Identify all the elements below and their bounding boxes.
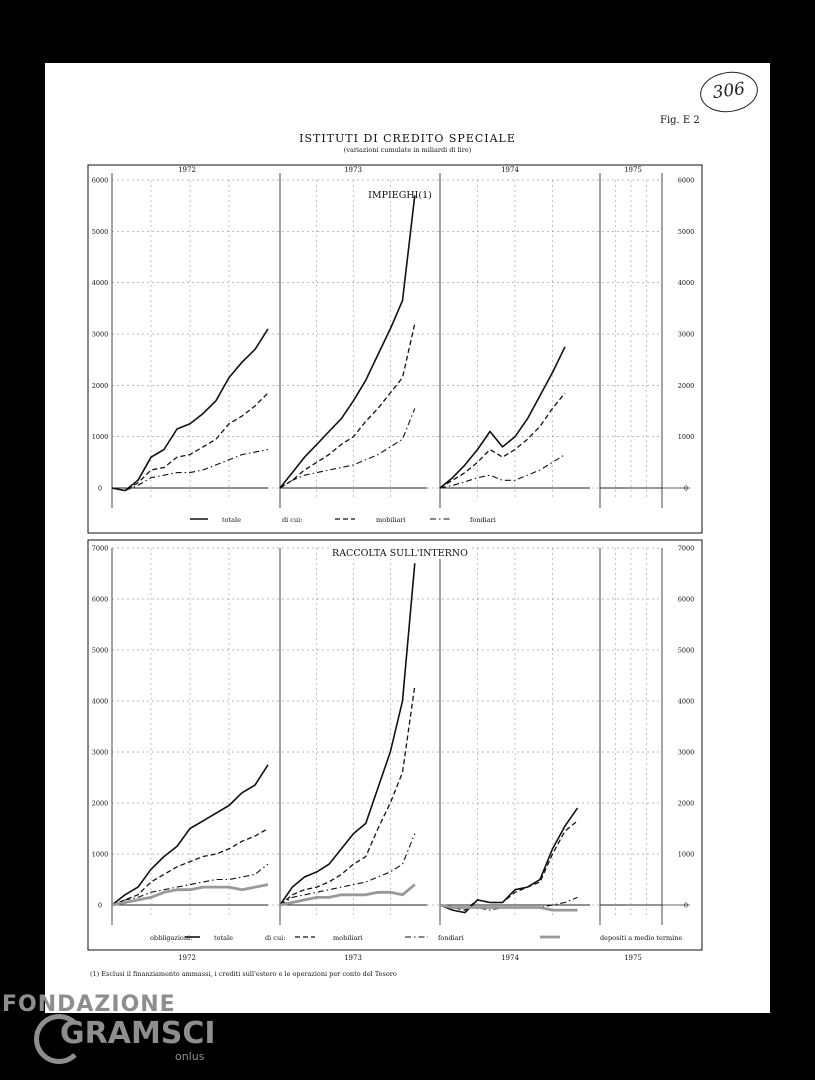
panel-title-bg — [328, 546, 472, 559]
y-tick-right: 4000 — [678, 279, 695, 287]
y-tick-right: 0 — [684, 902, 688, 910]
y-tick-right: 7000 — [678, 545, 695, 553]
y-tick-right: 2000 — [678, 382, 695, 390]
y-tick-right: 6000 — [678, 177, 695, 185]
legend-label: depositi a medio termine — [600, 934, 682, 942]
series-line-mobiliari-1972 — [111, 827, 269, 906]
y-tick-right: 4000 — [678, 698, 695, 706]
panel-frame-raccolta — [87, 539, 703, 951]
series-line-totale-1973 — [279, 563, 416, 906]
series-line-mobiliari-1974 — [439, 820, 578, 911]
y-tick-left: 4000 — [92, 279, 109, 287]
y-tick-left: 4000 — [92, 698, 109, 706]
legend-label: di cui: — [265, 934, 285, 942]
watermark-line1: FONDAZIONE — [2, 992, 176, 1017]
legend-label: di cui: — [282, 516, 302, 524]
series-line-mobiliari-1974 — [439, 392, 566, 489]
series-line-depositi-a-medio-termine-1973 — [279, 883, 416, 907]
y-tick-right: 2000 — [678, 800, 695, 808]
year-label: 1974 — [501, 166, 519, 174]
year-label: 1972 — [178, 954, 196, 962]
watermark-line3: onlus — [175, 1050, 205, 1063]
y-tick-left: 6000 — [92, 596, 109, 604]
y-tick-left: 5000 — [92, 647, 109, 655]
y-tick-right: 0 — [684, 485, 688, 493]
y-tick-right: 5000 — [678, 228, 695, 236]
chart-title: ISTITUTI DI CREDITO SPECIALE — [299, 132, 516, 145]
panel-title-impieghi: IMPIEGHI(1) — [368, 190, 432, 201]
y-tick-left: 3000 — [92, 749, 109, 757]
legend-label: totale — [222, 516, 241, 524]
legend-label: totale — [214, 934, 233, 942]
year-label: 1975 — [624, 166, 642, 174]
series-line-fondiari-1974 — [439, 454, 566, 489]
watermark-logo-icon — [34, 1014, 84, 1064]
series-line-fondiari-1972 — [111, 448, 269, 492]
chart-subtitle: (variazioni cumulate in miliardi di lire… — [343, 146, 472, 154]
year-label: 1974 — [501, 954, 519, 962]
series-line-mobiliari-1973 — [279, 323, 416, 489]
figure-label: Fig. E 2 — [660, 115, 700, 126]
year-label: 1972 — [178, 166, 196, 174]
series-line-depositi-a-medio-termine-1972 — [111, 883, 269, 907]
year-label: 1973 — [344, 954, 362, 962]
y-tick-left: 3000 — [92, 331, 109, 339]
y-tick-right: 3000 — [678, 749, 695, 757]
series-line-fondiari-1973 — [279, 408, 416, 489]
y-tick-left: 5000 — [92, 228, 109, 236]
legend-bg — [112, 511, 662, 527]
y-tick-right: 5000 — [678, 647, 695, 655]
series-line-depositi-a-medio-termine-1974 — [439, 903, 578, 912]
watermark-line2: GRAMSCI — [60, 1016, 216, 1051]
y-tick-left: 2000 — [92, 800, 109, 808]
y-tick-left: 1000 — [92, 851, 109, 859]
footnote: (1) Esclusi il finanziamento ammassi, i … — [90, 970, 397, 978]
y-tick-right: 1000 — [678, 433, 695, 441]
series-line-mobiliari-1973 — [279, 685, 416, 906]
series-line-totale-1974 — [439, 807, 579, 914]
panel-title-raccolta: RACCOLTA SULL'INTERNO — [332, 548, 468, 559]
y-tick-left: 7000 — [92, 545, 109, 553]
y-tick-left: 0 — [98, 485, 102, 493]
y-tick-left: 2000 — [92, 382, 109, 390]
series-line-mobiliari-1972 — [111, 392, 269, 492]
legend-label: mobiliari — [333, 934, 363, 942]
year-label: 1973 — [344, 166, 362, 174]
series-line-totale-1972 — [111, 328, 269, 492]
y-tick-left: 1000 — [92, 433, 109, 441]
y-tick-left: 6000 — [92, 177, 109, 185]
legend-label: mobiliari — [376, 516, 406, 524]
series-line-totale-1972 — [111, 764, 269, 906]
series-line-fondiari-1972 — [111, 863, 269, 906]
panel-frame-impieghi — [87, 164, 703, 534]
panel-title-bg — [360, 188, 440, 201]
legend-label: fondiari — [470, 516, 496, 524]
series-line-totale-1974 — [439, 346, 566, 489]
y-tick-left: 0 — [98, 902, 102, 910]
y-tick-right: 3000 — [678, 331, 695, 339]
series-line-fondiari-1973 — [279, 833, 416, 906]
legend-bg — [112, 929, 662, 945]
legend-label: fondiari — [438, 934, 464, 942]
year-label: 1975 — [624, 954, 642, 962]
series-line-totale-1973 — [279, 195, 416, 489]
legend-label: obbligazioni: — [150, 934, 192, 942]
y-tick-right: 6000 — [678, 596, 695, 604]
y-tick-right: 1000 — [678, 851, 695, 859]
